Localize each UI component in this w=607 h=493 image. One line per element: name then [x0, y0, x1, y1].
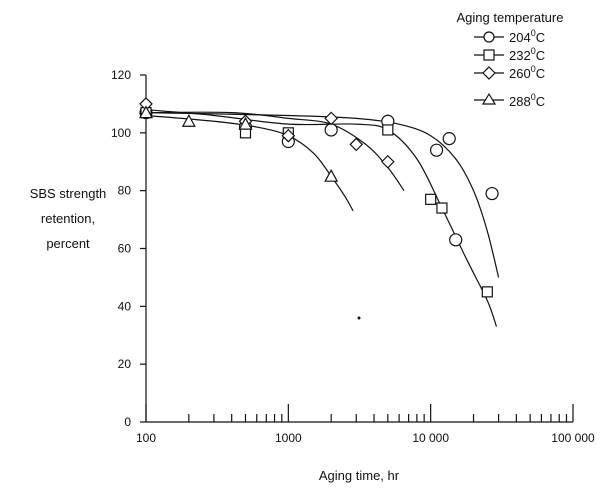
y-axis-label-line-1: SBS strength	[30, 186, 107, 201]
x-axis-label: Aging time, hr	[319, 468, 400, 483]
data-point-260-3	[324, 111, 339, 126]
data-point-204-7	[449, 233, 463, 247]
legend-label-260-sup: 0	[531, 64, 536, 74]
legend-item-288: 2880C	[474, 92, 545, 109]
y-tick-label-100: 100	[111, 126, 131, 140]
y-tick-label-40: 40	[118, 299, 132, 313]
legend-item-260: 2600C	[474, 64, 545, 81]
data-point-232-6	[481, 286, 493, 298]
x-tick-label-100: 100	[136, 431, 156, 445]
data-point-288-3	[324, 168, 339, 182]
legend-label-288-unit: C	[536, 94, 545, 109]
legend: Aging temperature 2040C 2320C 2600C	[457, 10, 564, 109]
data-point-204-6	[442, 132, 456, 146]
legend-item-232: 2320C	[474, 46, 545, 63]
y-tick-label-60: 60	[118, 242, 132, 256]
stray-dot	[357, 316, 361, 320]
data-point-232-3	[382, 124, 394, 136]
legend-item-204: 2040C	[474, 28, 545, 45]
legend-label-232-sup: 0	[531, 46, 536, 56]
data-point-204-3	[324, 123, 338, 137]
x-tick-label-100000: 100 000	[551, 431, 595, 445]
data-point-232-4	[425, 193, 437, 205]
data-point-260-4	[349, 137, 364, 152]
marker-layer	[138, 97, 499, 298]
x-tick-label-1000: 1000	[275, 431, 302, 445]
data-point-260-2	[281, 128, 296, 143]
y-tick-label-80: 80	[118, 184, 132, 198]
data-point-260-5	[380, 154, 395, 169]
legend-label-260: 2600C	[509, 64, 545, 81]
y-tick-label-0: 0	[124, 415, 131, 429]
legend-label-260-unit: C	[536, 66, 545, 81]
y-tick-label-20: 20	[118, 357, 132, 371]
legend-label-288-sup: 0	[531, 92, 536, 102]
y-tick-label-120: 120	[111, 68, 131, 82]
legend-title: Aging temperature	[457, 10, 564, 25]
data-point-204-5	[429, 143, 444, 157]
series-curve-288	[145, 114, 354, 212]
legend-label-260-main: 260	[509, 66, 531, 81]
legend-label-204-unit: C	[536, 30, 545, 45]
data-point-204-8	[485, 186, 499, 201]
legend-label-232-unit: C	[536, 48, 545, 63]
legend-square-icon	[483, 49, 495, 61]
data-point-288-0	[138, 105, 154, 119]
legend-label-204: 2040C	[509, 28, 545, 45]
legend-label-288: 2880C	[509, 92, 545, 109]
legend-label-232-main: 232	[509, 48, 531, 63]
series-curve-204	[145, 111, 500, 278]
legend-label-204-sup: 0	[531, 28, 536, 38]
data-point-232-5	[436, 202, 448, 214]
legend-label-288-main: 288	[509, 94, 531, 109]
legend-triangle-icon	[481, 92, 497, 105]
y-axis-label-line-3: percent	[46, 236, 90, 251]
y-axis-label-line-2: retention,	[41, 211, 95, 226]
legend-label-204-main: 204	[509, 30, 531, 45]
legend-label-232: 2320C	[509, 46, 545, 63]
data-point-288-2	[238, 116, 253, 130]
legend-diamond-icon	[482, 66, 496, 80]
x-tick-label-10000: 10 000	[412, 431, 449, 445]
legend-circle-icon	[483, 31, 495, 43]
axis-layer: 0 20 40 60 80 100 120 100 1000 10 000 100 000	[111, 68, 595, 445]
data-point-288-1	[181, 114, 196, 127]
